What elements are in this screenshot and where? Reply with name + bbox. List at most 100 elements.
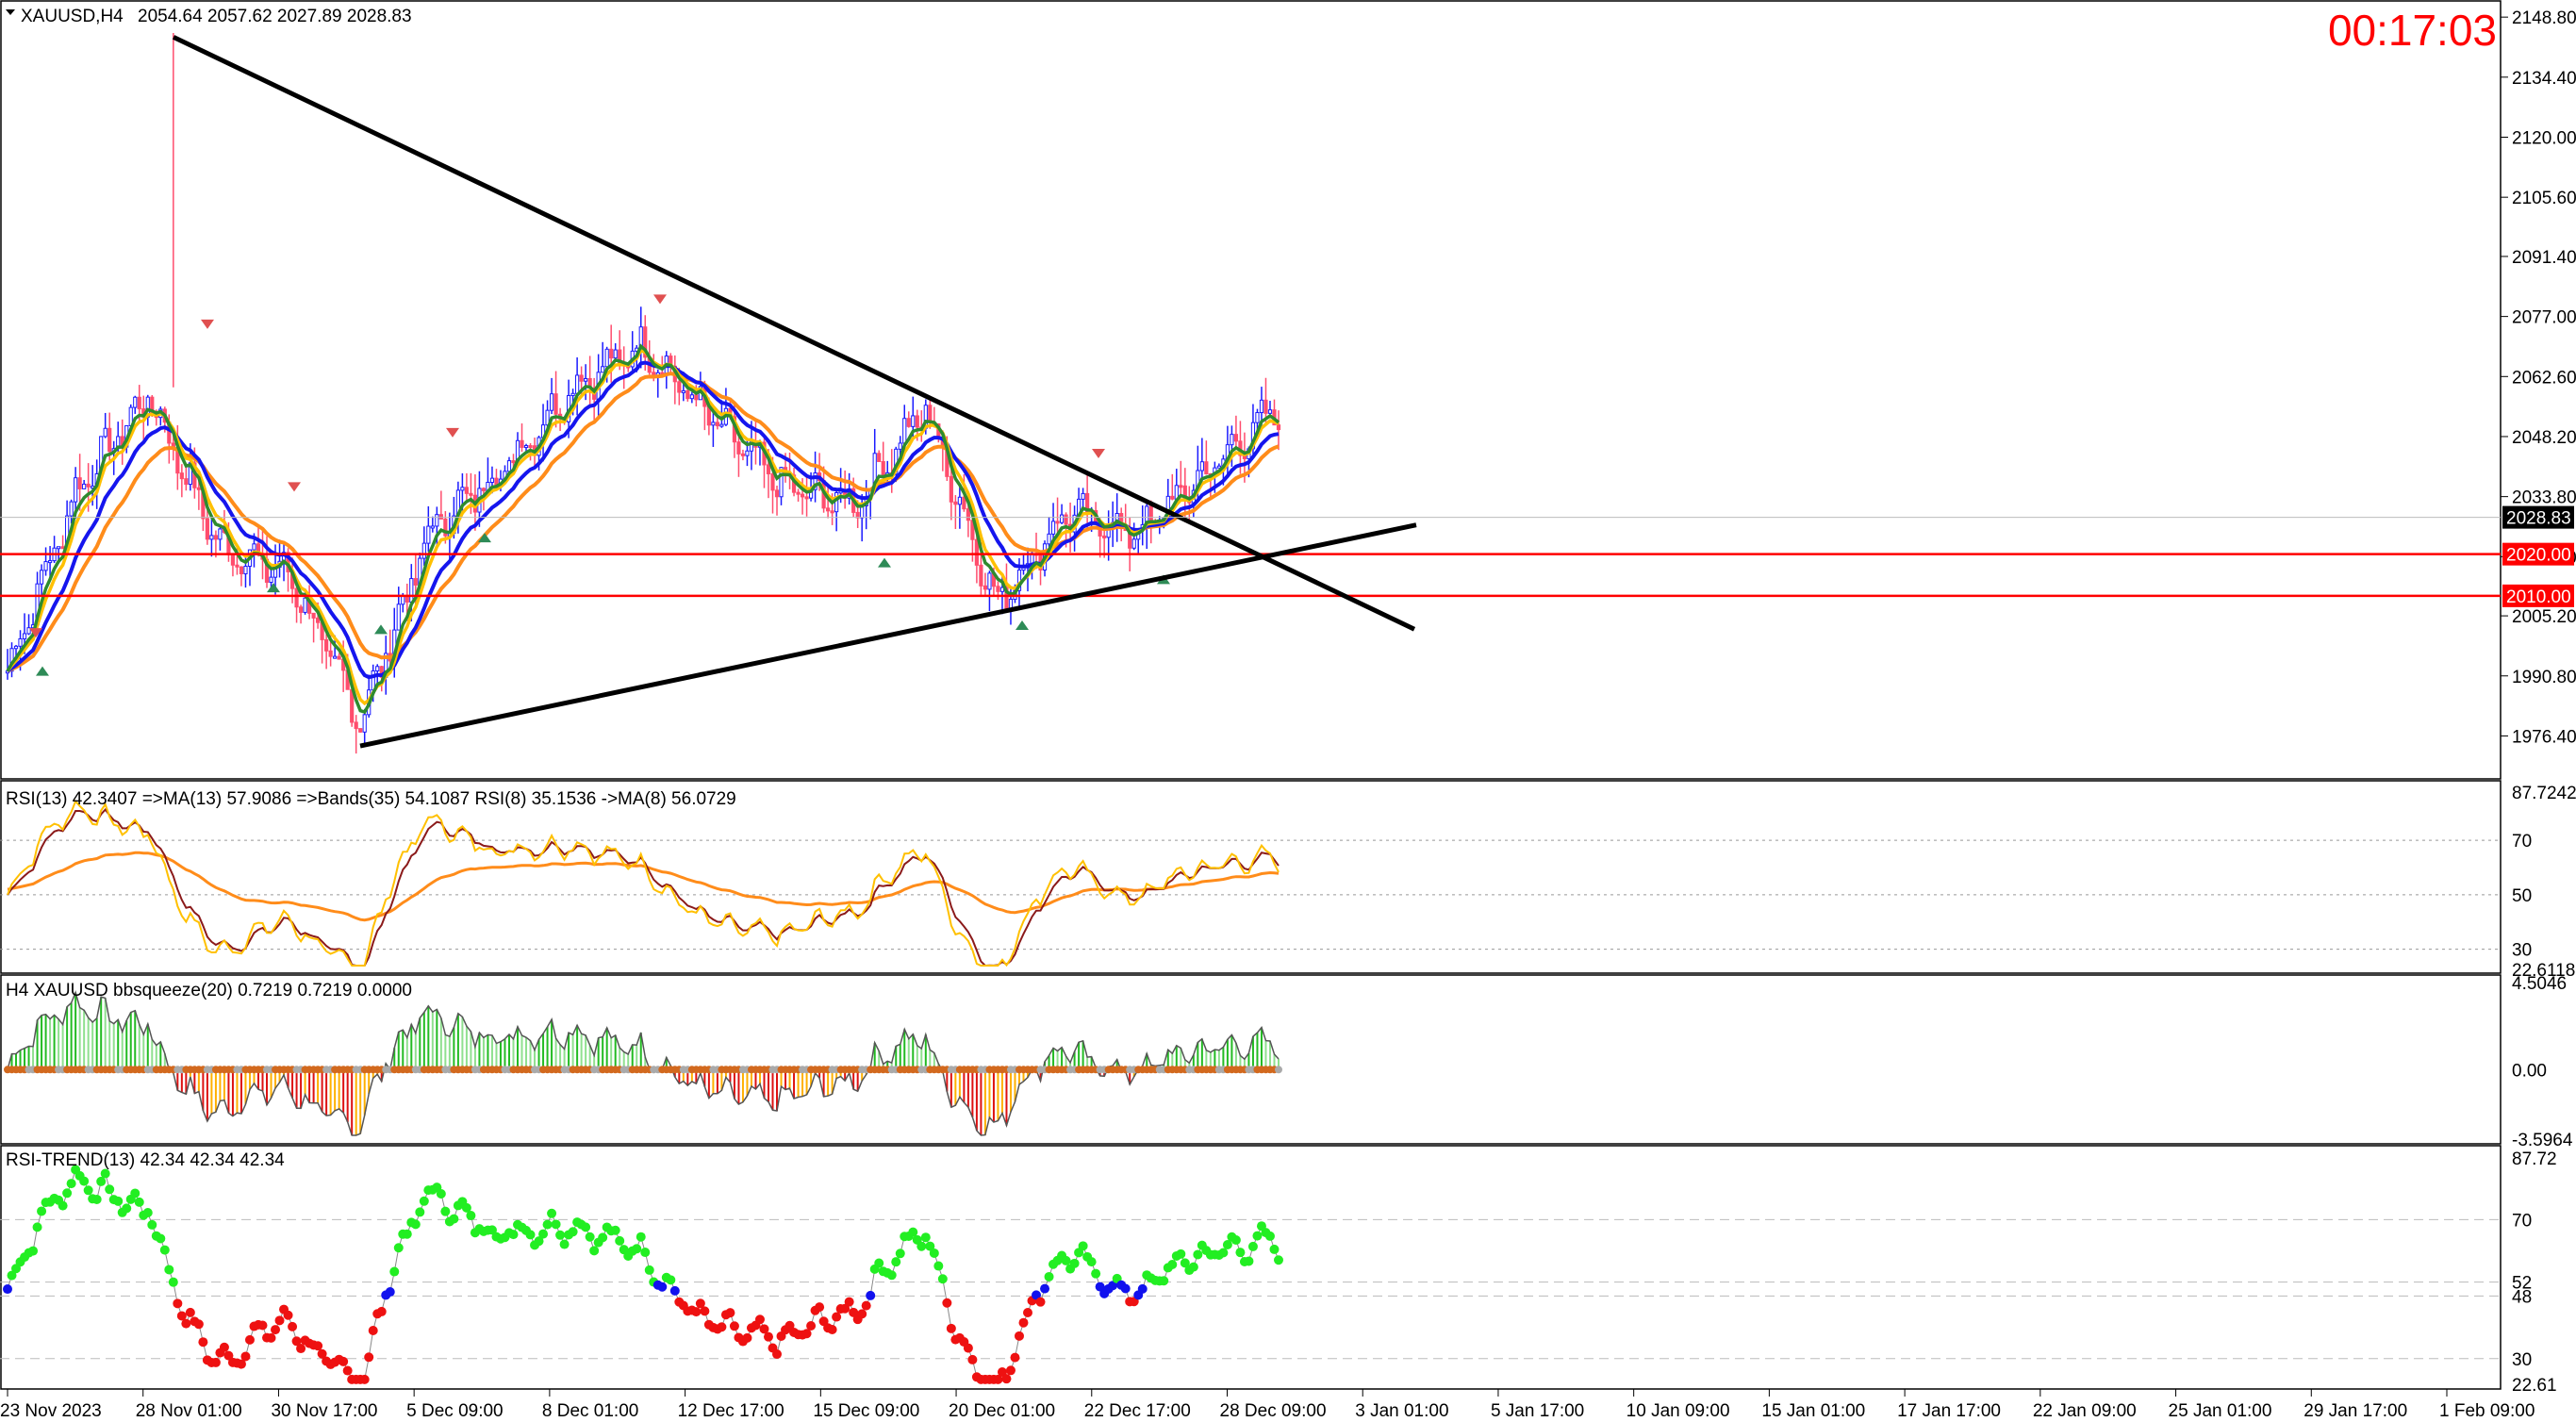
candle-body (915, 415, 919, 428)
candle-body (1233, 434, 1239, 442)
candle-body (82, 483, 87, 489)
candle-body (1255, 412, 1260, 423)
candle-body (22, 633, 27, 639)
candle-body (443, 518, 448, 537)
trend-dot (729, 1321, 739, 1331)
trend-dot (666, 1275, 676, 1285)
trend-dot (283, 1310, 293, 1320)
candle-body (354, 721, 358, 730)
trend-dot (669, 1285, 680, 1296)
trendlines[interactable] (172, 35, 1417, 749)
trend-dot (1274, 1255, 1283, 1265)
rsi-panel[interactable]: RSI(13) 42.3407 =>MA(13) 57.9086 =>Bands… (0, 784, 2576, 981)
trend-dot (1044, 1271, 1054, 1281)
trend-tick-label: 87.72 (2512, 1149, 2557, 1169)
candle-body (460, 487, 465, 491)
candle-body (575, 374, 580, 394)
time-label: 20 Dec 01:00 (949, 1401, 1055, 1421)
trend-dot (37, 1206, 47, 1216)
trend-dot (219, 1342, 229, 1352)
candle-body (584, 377, 588, 382)
candle-body (685, 389, 690, 400)
candle-body (401, 595, 405, 605)
rsi-trend-panel[interactable]: RSI-TREND(13) 42.34 42.34 42.34 87.72 70 5… (0, 1149, 2557, 1396)
buy-arrow-icon (374, 624, 388, 635)
symbol-timeframe: XAUUSD,H4 (21, 7, 124, 26)
main-price-panel[interactable] (0, 32, 2501, 754)
trend-dot (644, 1265, 654, 1275)
trend-dot (1176, 1248, 1186, 1259)
time-label: 23 Nov 2023 (0, 1401, 102, 1421)
candle-body (362, 714, 367, 733)
time-label: 17 Jan 17:00 (1897, 1401, 2001, 1421)
lower-trendline (359, 522, 1417, 749)
candle-body (681, 389, 685, 393)
trend-dot (559, 1239, 570, 1249)
candle-body (1267, 409, 1273, 414)
trend-dot (772, 1349, 783, 1360)
ma-green-line (6, 343, 1280, 715)
horizontal-levels[interactable] (0, 553, 2501, 598)
trend-dot (83, 1185, 93, 1196)
chart-header: XAUUSD,H4 2054.64 2057.62 2027.89 2028.8… (6, 7, 412, 26)
candle-body (269, 576, 273, 583)
chevron-down-icon[interactable] (6, 9, 15, 15)
buy-arrow-icon (478, 533, 491, 543)
time-label: 1 Feb 09:00 (2439, 1401, 2535, 1421)
candle-body (328, 650, 333, 657)
price-tick-label: 2033.80 (2512, 488, 2576, 508)
squeeze-histogram (7, 990, 1280, 1136)
candle-body (966, 508, 970, 521)
price-tick-label: 2005.20 (2512, 607, 2576, 627)
time-label: 29 Jan 17:00 (2304, 1401, 2407, 1421)
candle-body (324, 638, 329, 652)
trend-dot (937, 1274, 948, 1284)
candle-body (179, 472, 184, 480)
candle-body (371, 670, 375, 691)
trend-dot (461, 1202, 471, 1213)
time-label: 15 Dec 09:00 (813, 1401, 919, 1421)
trend-dot (1180, 1258, 1190, 1268)
candle-body (1047, 533, 1051, 545)
trend-dot (525, 1230, 536, 1240)
trend-dot (1222, 1240, 1232, 1250)
candle-body (57, 546, 61, 550)
candle-body (1216, 465, 1221, 469)
trend-dot (91, 1194, 102, 1204)
squeeze-panel[interactable]: H4 XAUUSD bbsqueeze(20) 0.7219 0.7219 0.… (4, 974, 2573, 1150)
price-tick-label: 2077.00 (2512, 308, 2576, 328)
trend-tick-label: 70 (2512, 1211, 2532, 1231)
trend-dot (436, 1189, 446, 1199)
trend-dot (415, 1207, 425, 1217)
candle-body (413, 578, 418, 586)
trend-dot (466, 1211, 476, 1221)
trend-dot (393, 1243, 404, 1253)
candle-body (906, 418, 911, 427)
candle-body (1059, 514, 1065, 523)
trend-dot (130, 1188, 140, 1199)
rsi-grid (0, 839, 2501, 951)
trend-dot (1061, 1255, 1071, 1265)
trend-dot (555, 1230, 566, 1240)
candle-body (294, 587, 299, 608)
trend-dot (1188, 1262, 1198, 1272)
trend-dot (886, 1270, 897, 1281)
candle-body (911, 415, 916, 427)
candle-body (715, 422, 719, 427)
rsi-tick-label: 50 (2512, 886, 2532, 906)
sell-arrow-icon (29, 628, 42, 638)
candle-body (184, 478, 189, 486)
trend-dot (7, 1270, 17, 1281)
trend-dot (364, 1352, 374, 1363)
trend-dot (840, 1303, 850, 1314)
trend-dot (291, 1336, 302, 1347)
trend-dot (1010, 1352, 1020, 1363)
squeeze-outline (7, 990, 1280, 1136)
price-tick-label: 1976.40 (2512, 727, 2576, 747)
trend-dot (487, 1225, 497, 1235)
candle-body (826, 507, 831, 512)
rsi-header: RSI(13) 42.3407 =>MA(13) 57.9086 =>Bands… (6, 789, 736, 809)
trend-dot (866, 1290, 876, 1300)
